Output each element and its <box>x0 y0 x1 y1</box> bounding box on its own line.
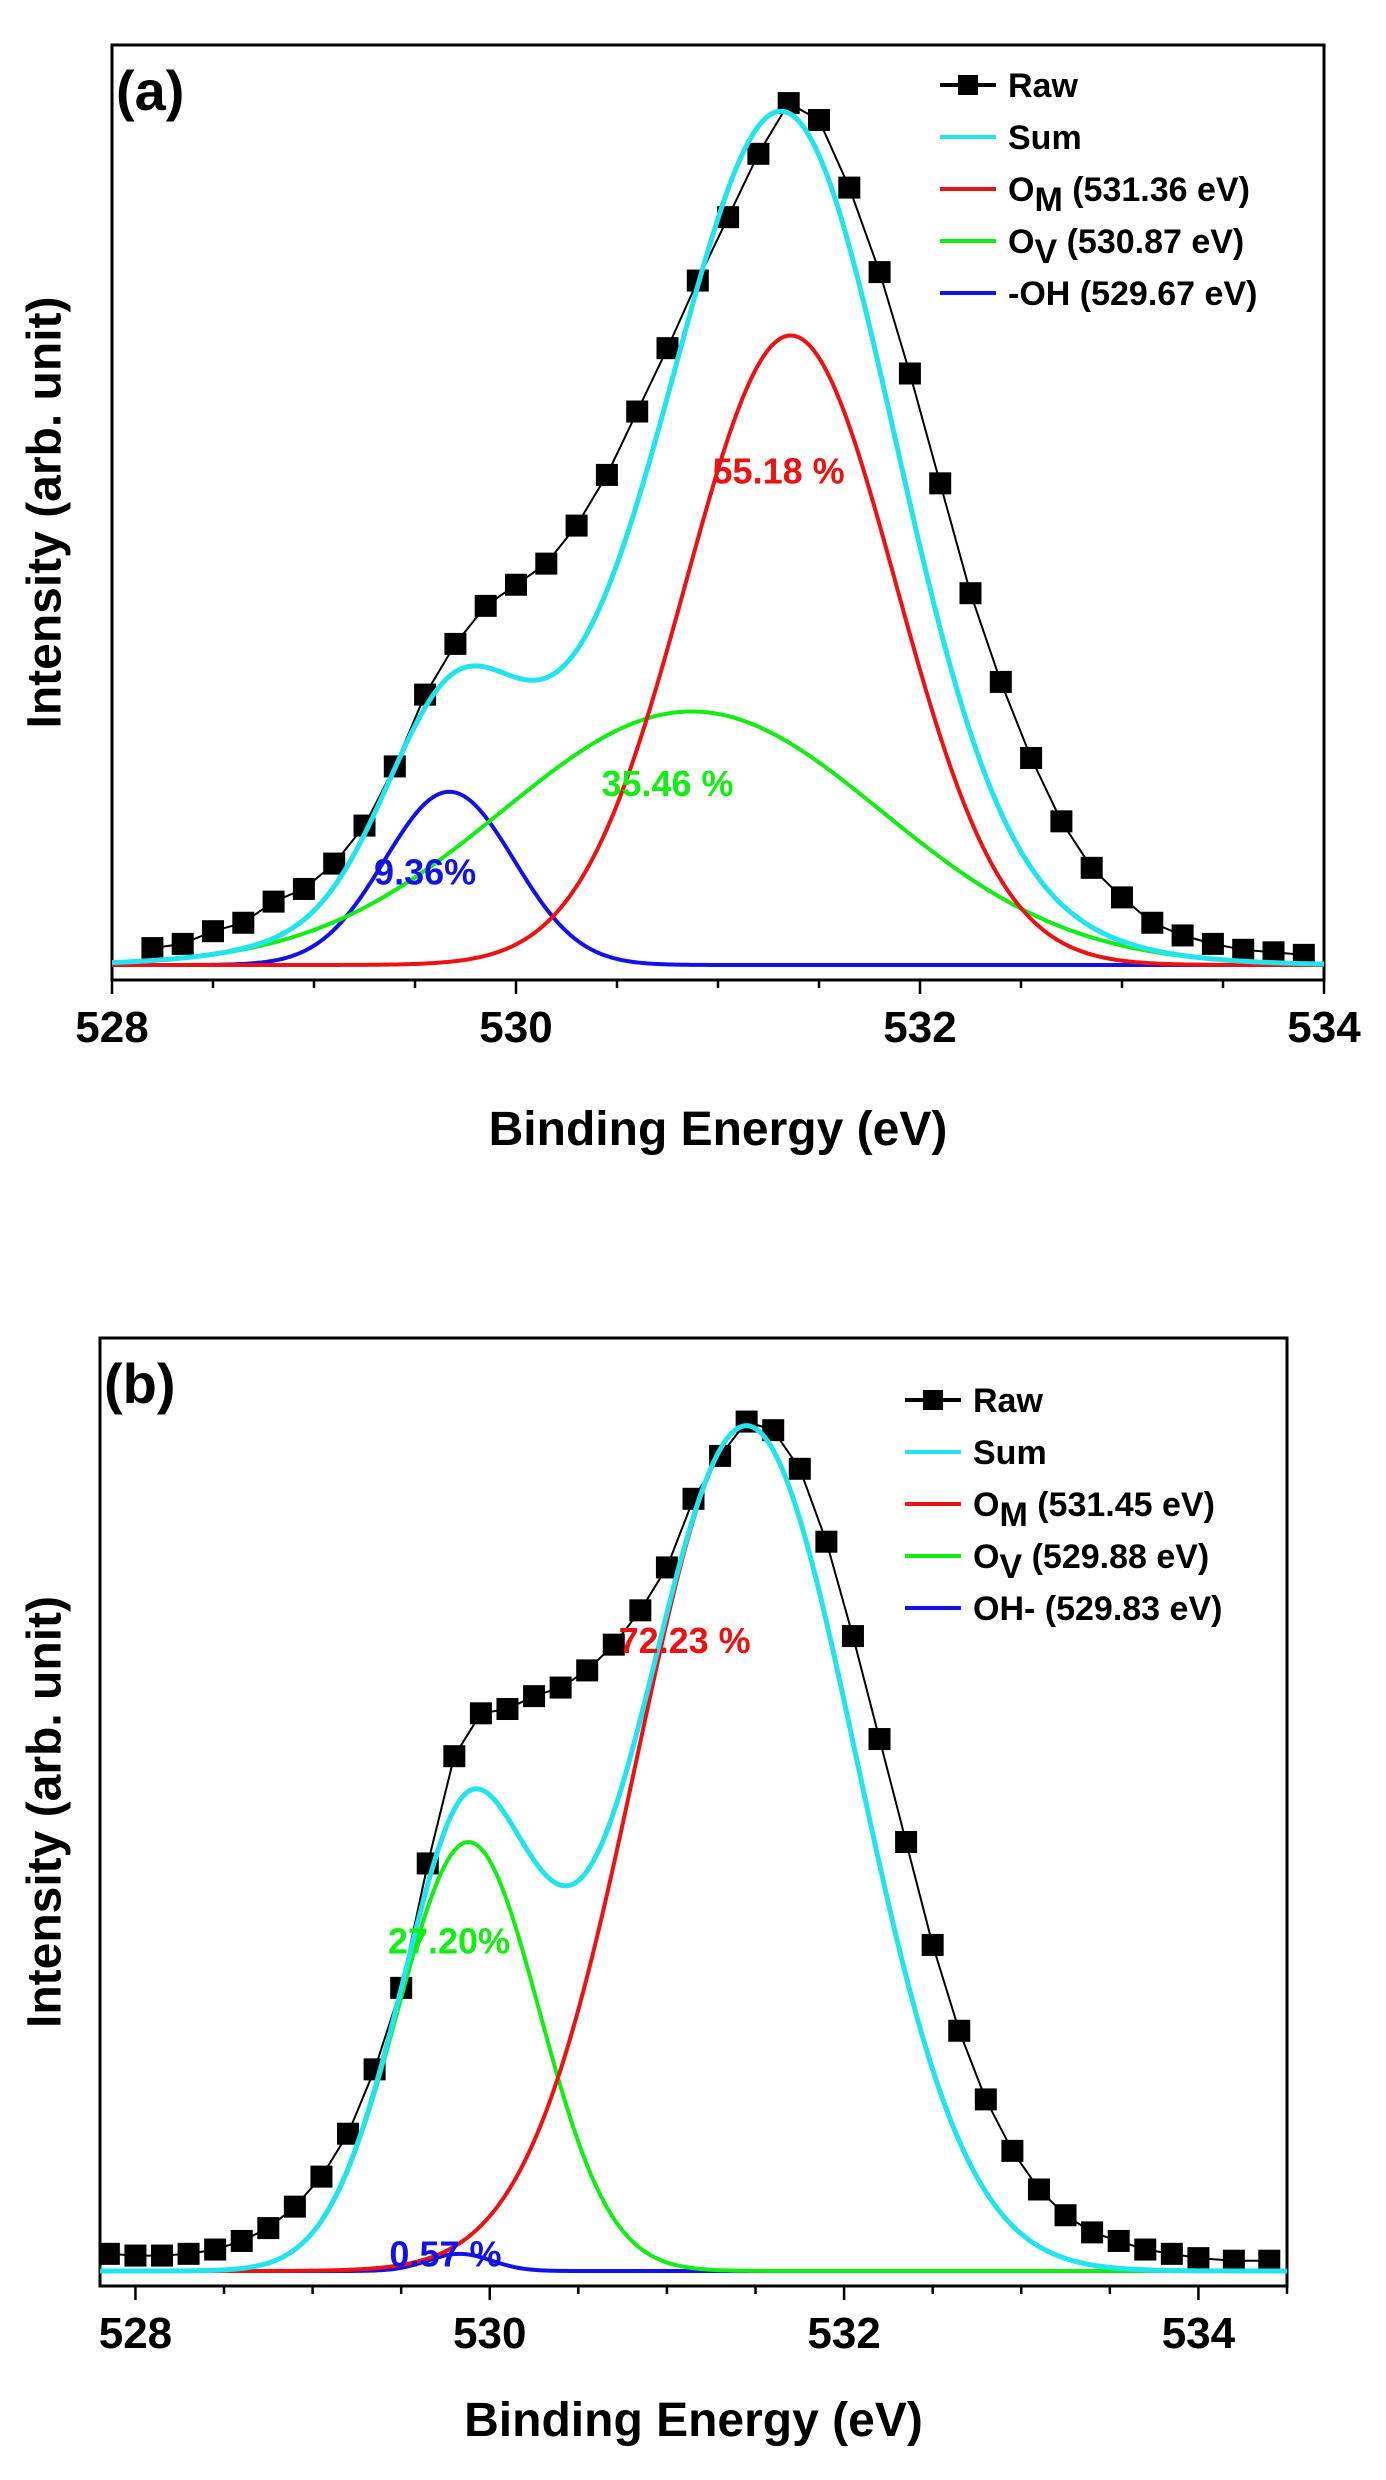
percentage-label-om: 72.23 % <box>619 1620 751 1661</box>
legend-item-sum: Sum <box>905 1434 1047 1472</box>
y-axis-title: Intensity (arb. unit) <box>19 1596 72 2028</box>
x-tick-label: 530 <box>453 2309 526 2358</box>
legend-label: OH- (529.83 eV) <box>973 1590 1222 1628</box>
percentage-label-oh: 9.36% <box>374 852 476 893</box>
x-tick-label: 528 <box>99 2309 172 2358</box>
legend-item-ov: OV (529.88 eV) <box>905 1538 1209 1586</box>
x-tick-label: 532 <box>807 2309 880 2358</box>
legend-item-om: OM (531.36 eV) <box>940 171 1250 219</box>
raw-series-line <box>152 101 1304 956</box>
legend-item-sum: Sum <box>940 119 1082 157</box>
chart-panel-a: 528 530 532 534 Binding Energy (eV) Intensity… <box>19 43 1361 1156</box>
legend-label: -OH (529.67 eV) <box>1008 275 1257 313</box>
x-axis-title: Binding Energy (eV) <box>464 2394 923 2447</box>
curves <box>100 1410 1287 2274</box>
legend-item-ov: OV (530.87 eV) <box>940 223 1244 271</box>
percentage-label-oh: 0.57 % <box>389 2234 501 2275</box>
legend-marker <box>958 75 978 95</box>
x-tick-label: 530 <box>479 1003 552 1052</box>
x-tick-label: 532 <box>883 1003 956 1052</box>
plot-frame <box>98 1336 1289 2288</box>
legend-item-om: OM (531.45 eV) <box>905 1486 1215 1534</box>
panel-label: (a) <box>116 59 184 122</box>
legend-item-oh: OH- (529.83 eV) <box>905 1590 1222 1628</box>
y-axis-title: Intensity (arb. unit) <box>19 297 72 729</box>
raw-series-line <box>108 1420 1270 2262</box>
panel-label: (b) <box>104 1352 176 1415</box>
legend-label: Raw <box>973 1382 1043 1420</box>
curves <box>112 92 1324 967</box>
legend-label: OV (530.87 eV) <box>1008 223 1244 271</box>
sum-fit-curve <box>100 1423 1287 2274</box>
percentage-label-om: 55.18 % <box>713 450 845 491</box>
legend-item-raw: Raw <box>940 67 1078 105</box>
ov-fit-curve <box>112 709 1324 967</box>
legend-item-raw: Raw <box>905 1382 1043 1420</box>
om-fit-curve <box>112 333 1324 967</box>
ov-fit-curve <box>100 1839 1287 2273</box>
legend-label: Sum <box>973 1434 1047 1472</box>
legend-label: OV (529.88 eV) <box>973 1538 1209 1586</box>
x-tick-label: 528 <box>75 1003 148 1052</box>
sum-fit-curve <box>112 108 1324 967</box>
legend-label: Raw <box>1008 67 1078 105</box>
legend-label: Sum <box>1008 119 1082 157</box>
x-tick-label: 534 <box>1287 1003 1361 1052</box>
x-axis-title: Binding Energy (eV) <box>489 1103 948 1156</box>
chart-panel-b: 528 530 532 534 Binding Energy (eV) Intensity… <box>19 1336 1289 2447</box>
x-tick-label: 534 <box>1162 2309 1236 2358</box>
oh-fit-curve <box>112 789 1324 967</box>
percentage-label-ov: 35.46 % <box>601 763 733 804</box>
legend-label: OM (531.36 eV) <box>1008 171 1250 219</box>
legend-label: OM (531.45 eV) <box>973 1486 1215 1534</box>
percentage-label-ov: 27.20% <box>388 1921 510 1962</box>
legend-item-oh: -OH (529.67 eV) <box>940 275 1257 313</box>
legend-marker <box>923 1390 943 1410</box>
